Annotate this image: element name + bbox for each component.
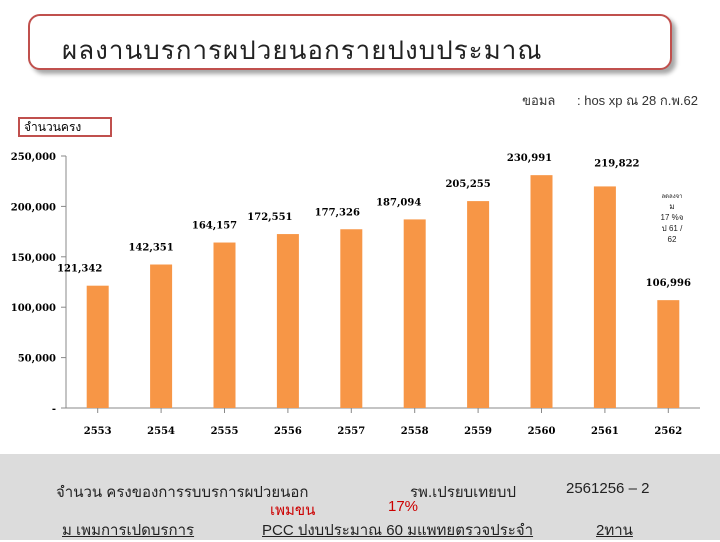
y-tick-label: 200,000 [11, 202, 56, 213]
bar-2559 [467, 201, 490, 408]
x-tick-label: 2553 [84, 426, 112, 437]
bar-2557 [340, 229, 363, 408]
source-note: ขอมล : hos xp ณ 28 ก.พ.62 [504, 90, 698, 111]
footer-increase-value: 17% [388, 498, 419, 515]
annotation-line: ลดลงจา [661, 194, 682, 200]
footer-text-5: PCC ปงบประมาณ 60 มแพทยตรวจประจำ [262, 522, 534, 539]
bar-2561 [593, 186, 616, 408]
y-tick-label: 150,000 [11, 253, 56, 264]
bar-2562 [657, 300, 680, 408]
y-tick-label: 50,000 [18, 354, 56, 365]
y-unit-label: จำนวนครง [18, 117, 112, 137]
bar-2553 [86, 285, 109, 408]
bar-2560 [530, 175, 553, 408]
data-label: 205,255 [445, 179, 490, 190]
footer-text-2: รพ.เปรยบเทยบป [410, 484, 516, 501]
data-label: 106,996 [646, 278, 691, 289]
x-tick-label: 2554 [147, 426, 175, 437]
x-tick-label: 2557 [337, 426, 365, 437]
title-box [28, 14, 672, 70]
data-label: 187,094 [376, 197, 421, 208]
footer-text-1: จำนวน ครงของการรบบรการผปวยนอก [56, 484, 309, 501]
data-label: 164,157 [192, 221, 237, 232]
annotation-line: ป 61 / [662, 224, 683, 233]
footer-text-6: 2ทาน [596, 522, 633, 539]
bar-2554 [150, 264, 173, 408]
x-tick-label: 2560 [528, 426, 556, 437]
x-tick-label: 2562 [654, 426, 682, 437]
footer-text-3: 2561256 – 2 [566, 480, 650, 497]
y-tick-label: - [52, 404, 56, 415]
page-title: ผลงานบรการผปวยนอกรายปงบประมาณ [62, 36, 543, 66]
footer-panel: จำนวน ครงของการรบบรการผปวยนอก รพ.เปรยบเท… [0, 454, 720, 540]
source-label: ขอมล [522, 93, 556, 108]
bar-2556 [276, 234, 299, 408]
data-label: 177,326 [315, 207, 360, 218]
data-label: 121,342 [57, 264, 102, 275]
footer-increase-label: เพมขน [270, 502, 316, 519]
bar-2555 [213, 242, 236, 408]
data-label: 142,351 [128, 243, 173, 254]
y-tick-label: 250,000 [11, 152, 56, 163]
bar-chart: - 50,000 100,000 150,000 200,000 250,000 2553 2… [11, 152, 700, 437]
y-tick-label: 100,000 [11, 303, 56, 314]
data-label: 172,551 [247, 212, 292, 223]
annotation-line: 17 %จ [661, 213, 684, 222]
annotation-line: 62 [668, 235, 677, 244]
data-label: 219,822 [594, 158, 639, 169]
annotation-line: ม [669, 202, 674, 211]
bar-2558 [403, 219, 426, 408]
x-tick-label: 2555 [211, 426, 239, 437]
x-tick-label: 2556 [274, 426, 302, 437]
x-tick-label: 2558 [401, 426, 429, 437]
footer-text-4: ม เพมการเปดบรการ [62, 522, 195, 539]
x-tick-label: 2559 [464, 426, 492, 437]
source-value: : hos xp ณ 28 ก.พ.62 [576, 93, 698, 108]
data-label: 230,991 [507, 153, 552, 164]
x-tick-label: 2561 [591, 426, 619, 437]
